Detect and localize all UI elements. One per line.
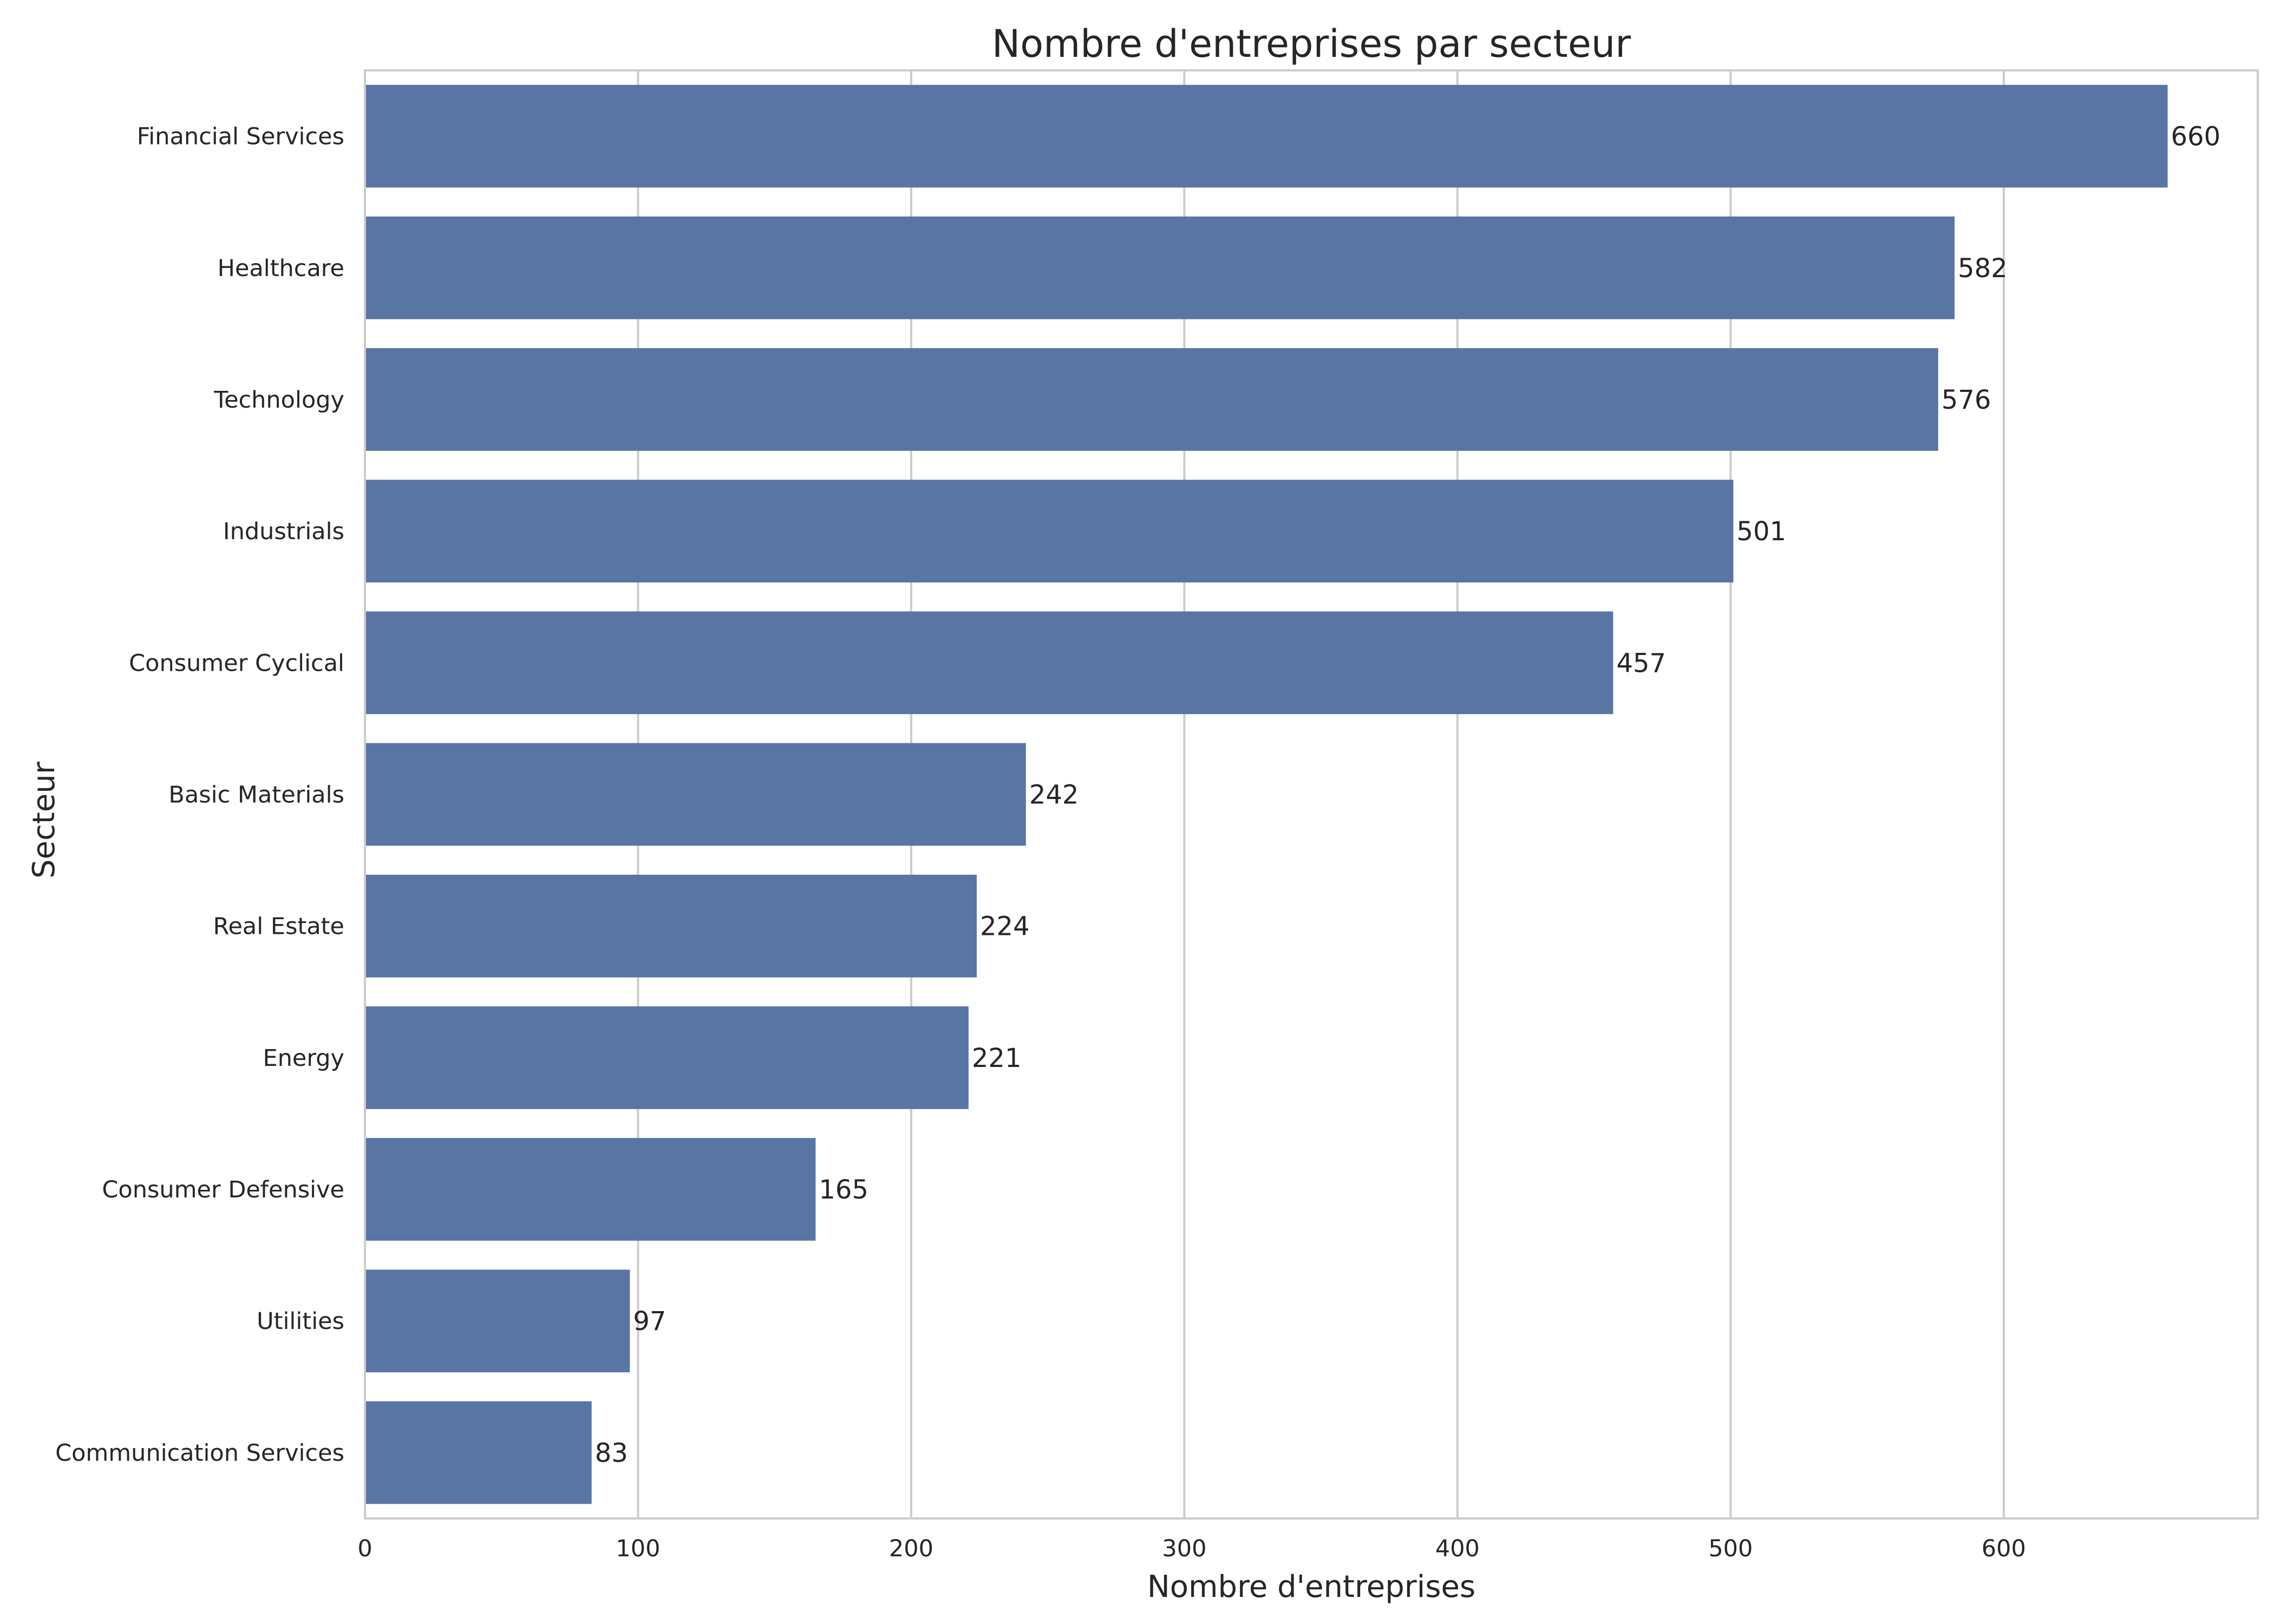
data-label: 576	[1942, 385, 1991, 415]
x-tick-labels: 0 100 200 300 400 500 600	[357, 1535, 2026, 1562]
bar	[365, 1138, 816, 1241]
bar	[365, 1401, 592, 1504]
x-tick-label: 500	[1708, 1535, 1753, 1562]
x-tick-label: 300	[1162, 1535, 1206, 1562]
bar	[365, 874, 977, 978]
y-tick-label: Healthcare	[218, 255, 344, 282]
x-axis-label: Nombre d'entreprises	[1147, 1569, 1475, 1605]
y-tick-label: Utilities	[257, 1308, 344, 1335]
data-labels: 660 582 576 501 457 242 224 221 165 97 83	[595, 122, 2220, 1469]
x-tick-label: 100	[616, 1535, 660, 1562]
bar	[365, 348, 1938, 451]
x-tick-label: 0	[357, 1535, 372, 1562]
chart-title: Nombre d'entreprises par secteur	[992, 22, 1631, 66]
y-tick-label: Consumer Cyclical	[129, 650, 344, 677]
y-tick-label: Energy	[263, 1045, 344, 1072]
data-label: 83	[595, 1438, 628, 1468]
bar	[365, 216, 1955, 319]
y-tick-label: Financial Services	[137, 123, 344, 150]
data-label: 457	[1616, 648, 1666, 678]
y-tick-label: Basic Materials	[168, 782, 344, 809]
bar	[365, 480, 1734, 582]
x-tick-label: 200	[889, 1535, 933, 1562]
data-label: 660	[2171, 122, 2221, 152]
y-tick-label: Real Estate	[213, 913, 344, 940]
y-tick-label: Technology	[213, 387, 344, 414]
y-tick-label: Communication Services	[55, 1439, 344, 1466]
y-tick-labels: Financial Services Healthcare Technology In…	[55, 123, 344, 1467]
bar	[365, 1006, 969, 1109]
data-label: 224	[980, 912, 1030, 942]
data-label: 97	[633, 1306, 666, 1337]
bar	[365, 743, 1026, 846]
data-label: 165	[819, 1175, 868, 1205]
data-label: 582	[1958, 253, 2008, 284]
y-tick-label: Consumer Defensive	[102, 1176, 344, 1203]
data-label: 242	[1029, 780, 1079, 810]
x-tick-label: 600	[1982, 1535, 2026, 1562]
data-label: 501	[1736, 516, 1786, 547]
bars	[365, 84, 2168, 1504]
x-tick-label: 400	[1435, 1535, 1480, 1562]
plot-frame	[364, 69, 2259, 1520]
bar	[365, 1269, 630, 1373]
bar	[365, 84, 2168, 188]
data-label: 221	[972, 1043, 1022, 1073]
y-axis-label: Secteur	[27, 761, 62, 879]
bar	[365, 611, 1613, 715]
y-tick-label: Industrials	[223, 518, 344, 545]
